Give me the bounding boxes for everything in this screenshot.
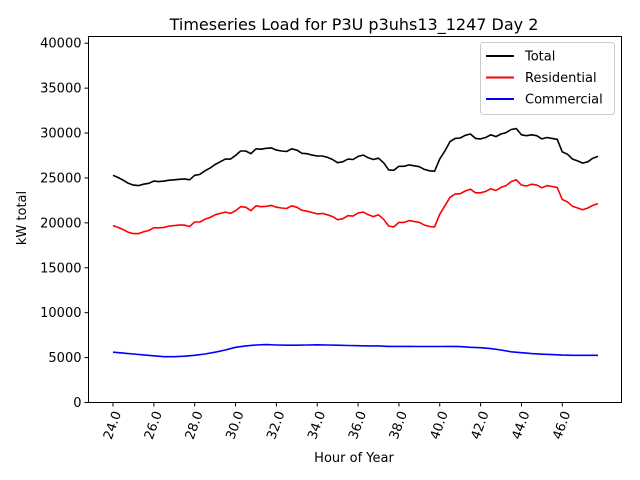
x-tick-label: 46.0: [550, 409, 574, 441]
series-line-commercial: [112, 343, 598, 358]
x-tick-label: 34.0: [305, 409, 329, 441]
y-tick-label: 20000: [40, 216, 81, 231]
series-line-residential: [112, 179, 599, 235]
x-tick-label: 42.0: [469, 409, 493, 441]
series-lines: [112, 127, 599, 358]
x-tick-label: 36.0: [346, 409, 370, 441]
x-tick-label: 28.0: [183, 409, 207, 441]
y-axis-title: kW total: [15, 191, 30, 245]
legend-label-total: Total: [524, 50, 555, 65]
x-tick-label: 38.0: [387, 409, 411, 441]
chart-title: Timeseries Load for P3U p3uhs13_1247 Day…: [169, 15, 539, 35]
y-tick-label: 25000: [40, 171, 81, 186]
y-tick-label: 35000: [40, 82, 81, 97]
legend-frame: [480, 42, 615, 115]
legend-label-commercial: Commercial: [525, 93, 603, 108]
series-line-total: [112, 127, 599, 187]
x-axis-ticks: 24.0 26.0 28.0 30.0 32.0 34.0 36.0 38.0 40.0 42.0…: [101, 402, 574, 442]
x-tick-label: 24.0: [101, 409, 125, 441]
y-tick-label: 15000: [40, 261, 81, 276]
y-tick-label: 0: [73, 396, 81, 411]
x-tick-label: 40.0: [428, 409, 452, 441]
x-axis-title: Hour of Year: [314, 451, 394, 466]
y-tick-label: 30000: [40, 127, 81, 142]
y-tick-label: 40000: [40, 37, 81, 52]
x-tick-label: 30.0: [224, 409, 248, 441]
legend: Total Residential Commercial: [480, 42, 615, 115]
y-tick-label: 5000: [48, 351, 81, 366]
x-tick-label: 44.0: [509, 409, 533, 441]
legend-label-residential: Residential: [525, 71, 597, 86]
y-axis-ticks: 0 5000 10000 15000 20000 25000 30000 35000 40000: [40, 37, 89, 411]
y-tick-label: 10000: [40, 306, 81, 321]
x-tick-label: 32.0: [264, 409, 288, 441]
x-tick-label: 26.0: [142, 409, 166, 441]
